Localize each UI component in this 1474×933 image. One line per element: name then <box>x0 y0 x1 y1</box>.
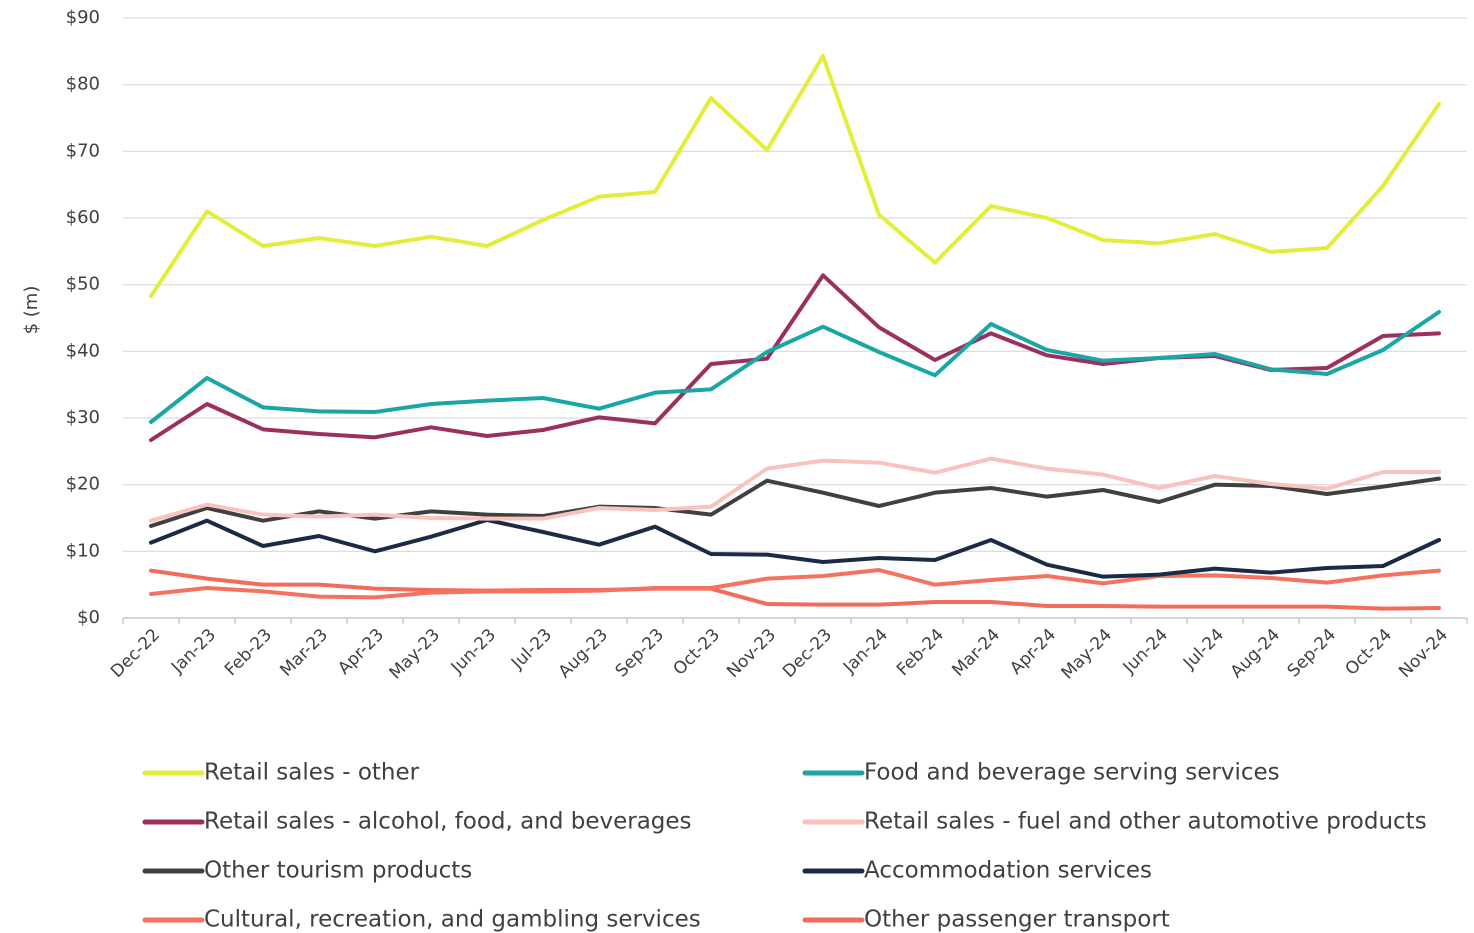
legend-label: Other passenger transport <box>864 907 1170 933</box>
x-tick-label: Jul-23 <box>507 625 556 674</box>
x-tick-label: Feb-24 <box>893 625 948 680</box>
x-tick-label: May-23 <box>386 625 444 683</box>
x-tick-label: Jan-23 <box>167 625 220 678</box>
series-line <box>149 310 1441 424</box>
y-tick-label: $30 <box>66 407 100 428</box>
legend-label: Other tourism products <box>204 858 472 884</box>
x-tick-label: Oct-23 <box>670 625 725 680</box>
y-tick-label: $20 <box>66 474 100 495</box>
x-tick-label: Nov-24 <box>1395 625 1452 682</box>
y-tick-label: $80 <box>66 74 100 95</box>
x-tick-label: Aug-24 <box>1227 625 1284 682</box>
x-tick-label: Jan-24 <box>839 625 892 678</box>
x-tick-label: Aug-23 <box>555 625 612 682</box>
x-tick-label: Jul-24 <box>1179 625 1228 674</box>
y-tick-label: $60 <box>66 207 100 228</box>
legend-label: Food and beverage serving services <box>864 760 1280 786</box>
x-tick-label: Nov-23 <box>723 625 780 682</box>
x-tick-label: Mar-23 <box>276 625 332 681</box>
legend-label: Cultural, recreation, and gambling servi… <box>204 907 701 933</box>
x-tick-label: Sep-23 <box>612 625 668 681</box>
y-tick-label: $50 <box>66 274 100 295</box>
series-line <box>149 568 1441 600</box>
x-tick-label: Apr-24 <box>1006 625 1060 679</box>
y-tick-label: $90 <box>66 7 100 28</box>
y-tick-label: $40 <box>66 340 100 361</box>
series-line <box>149 54 1441 298</box>
x-tick-label: Jun-23 <box>447 625 500 678</box>
legend-label: Retail sales - alcohol, food, and bevera… <box>204 809 692 835</box>
x-tick-label: Mar-24 <box>948 625 1004 681</box>
series-line <box>149 273 1441 442</box>
x-tick-label: Dec-22 <box>107 625 164 682</box>
x-tick-label: Jun-24 <box>1119 625 1172 678</box>
series-line <box>149 518 1441 579</box>
y-tick-label: $70 <box>66 140 100 161</box>
legend-label: Retail sales - fuel and other automotive… <box>864 809 1427 835</box>
series-line <box>149 568 1441 611</box>
x-tick-label: May-24 <box>1058 625 1116 683</box>
x-tick-label: Apr-23 <box>334 625 388 679</box>
series-line <box>149 456 1441 523</box>
y-tick-label: $0 <box>77 607 100 628</box>
x-tick-label: Feb-23 <box>221 625 276 680</box>
y-axis-label: $ (m) <box>21 286 42 335</box>
x-tick-label: Oct-24 <box>1342 625 1397 680</box>
x-tick-label: Sep-24 <box>1284 625 1340 681</box>
legend-label: Retail sales - other <box>204 760 420 786</box>
y-tick-label: $10 <box>66 540 100 561</box>
series-line <box>149 476 1441 528</box>
x-tick-label: Dec-23 <box>779 625 836 682</box>
legend-label: Accommodation services <box>864 858 1152 884</box>
